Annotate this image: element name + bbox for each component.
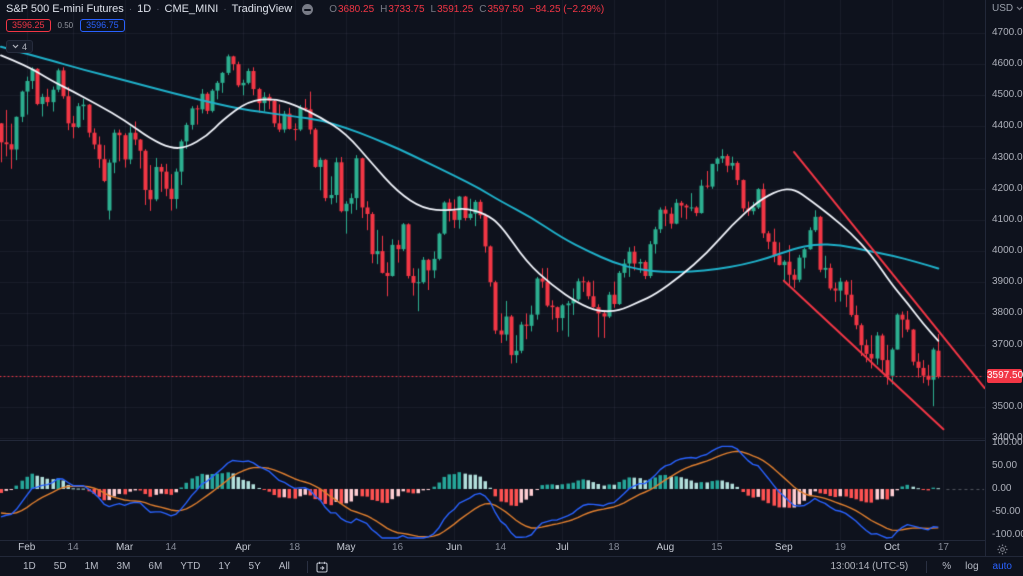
- time-axis-label: 14: [165, 542, 177, 553]
- exchange-label[interactable]: CME_MINI: [164, 3, 219, 15]
- range-button-1Y[interactable]: 1Y: [218, 561, 231, 572]
- price-axis-label: 3500.00: [992, 400, 1023, 412]
- time-axis-label: 16: [391, 542, 404, 553]
- auto-scale-button[interactable]: auto: [992, 561, 1012, 572]
- close-value: 3597.50: [487, 3, 524, 15]
- price-axis[interactable]: USD 4700.00 4600.00 4500.00 4400.00 4300.00 4…: [985, 0, 1023, 556]
- log-scale-button[interactable]: log: [965, 561, 979, 572]
- time-axis-label: 18: [608, 542, 620, 553]
- collapsed-indicators-count: 4: [22, 41, 28, 52]
- time-axis-label: Sep: [774, 542, 793, 553]
- separator-dot: ·: [128, 3, 133, 15]
- range-button-5Y[interactable]: 5Y: [248, 561, 261, 572]
- separator-dot: ·: [156, 3, 160, 15]
- time-axis-label: 15: [711, 542, 723, 553]
- sell-price-button[interactable]: 3596.25: [6, 19, 51, 32]
- price-axis-label: -100.00: [992, 529, 1023, 540]
- open-value: 3680.25: [338, 3, 375, 15]
- time-axis[interactable]: Feb 14 Mar 14 Apr 18 May 16 Jun 14 Jul 18 Aug 15 Sep 19…: [0, 541, 985, 556]
- brand-label: TradingView: [231, 3, 293, 15]
- high-value: 3733.75: [388, 3, 425, 15]
- separator-dot: ·: [223, 3, 227, 15]
- toolbar-divider: [306, 560, 308, 573]
- low-label: L: [430, 3, 437, 15]
- clock-timezone-button[interactable]: 13:00:14 (UTC-5): [830, 561, 909, 572]
- range-button-5D[interactable]: 5D: [53, 561, 67, 572]
- time-axis-label: Apr: [235, 542, 251, 553]
- time-axis-label: 14: [67, 542, 79, 553]
- market-closed-icon[interactable]: [302, 3, 314, 15]
- toolbar-right-group: 13:00:14 (UTC-5) % log auto: [820, 560, 1019, 573]
- symbol-name[interactable]: S&P 500 E-mini Futures: [6, 3, 124, 15]
- pane-separator[interactable]: [0, 440, 1023, 441]
- price-axis-label: 3900.00: [992, 276, 1023, 288]
- change-value: −84.25 (−2.29%): [529, 3, 605, 15]
- range-button-1M[interactable]: 1M: [84, 561, 99, 572]
- chevron-down-icon: [12, 44, 19, 49]
- bottom-toolbar: 1D 5D 1M 3M 6M YTD 1Y 5Y All 13:00:14 (UTC-5) % …: [0, 556, 1023, 576]
- chevron-down-icon: [1016, 6, 1023, 11]
- currency-label: USD: [992, 3, 1014, 14]
- time-axis-separator: [0, 540, 1023, 541]
- symbol-header: S&P 500 E-mini Futures · 1D · CME_MINI ·…: [6, 2, 604, 16]
- range-button-1D[interactable]: 1D: [23, 561, 36, 572]
- price-axis-label: 4100.00: [992, 213, 1023, 225]
- indicators-row: 4: [6, 36, 604, 54]
- calendar-icon: [316, 561, 328, 573]
- currency-selector[interactable]: USD: [992, 3, 1023, 14]
- time-axis-label: Oct: [884, 542, 900, 553]
- price-axis-label: 0.00: [992, 483, 1012, 494]
- bid-ask-row: 3596.25 0.50 3596.75: [6, 19, 604, 32]
- time-axis-label: 17: [937, 542, 949, 553]
- price-axis-label: 100.00: [992, 437, 1023, 448]
- high-label: H: [380, 3, 388, 15]
- price-axis-label: 3700.00: [992, 338, 1023, 350]
- chart-canvas[interactable]: [0, 0, 985, 540]
- range-button-3M[interactable]: 3M: [116, 561, 131, 572]
- price-axis-label: -50.00: [992, 506, 1021, 517]
- spread-value: 0.50: [57, 21, 74, 30]
- gear-icon[interactable]: [997, 544, 1008, 555]
- price-axis-label: 4000.00: [992, 245, 1023, 257]
- close-label: C: [479, 3, 487, 15]
- price-axis-label: 4500.00: [992, 89, 1023, 101]
- price-axis-label: 4700.00: [992, 27, 1023, 38]
- chart-legend: S&P 500 E-mini Futures · 1D · CME_MINI ·…: [6, 2, 604, 54]
- open-label: O: [329, 3, 337, 15]
- interval-label[interactable]: 1D: [137, 3, 152, 15]
- toolbar-divider: [926, 560, 928, 573]
- last-price-badge: 3597.50: [987, 369, 1023, 384]
- price-axis-label: 3800.00: [992, 307, 1023, 319]
- time-axis-label: May: [336, 542, 356, 553]
- range-button-All[interactable]: All: [278, 561, 290, 572]
- time-axis-label: 18: [288, 542, 301, 553]
- time-axis-label: Mar: [115, 542, 134, 553]
- price-axis-label: 4300.00: [992, 151, 1023, 163]
- time-axis-label: Jul: [555, 542, 569, 553]
- time-axis-label: 14: [494, 542, 507, 553]
- low-value: 3591.25: [437, 3, 474, 15]
- date-range-buttons: 1D 5D 1M 3M 6M YTD 1Y 5Y All: [14, 559, 299, 574]
- price-axis-label: 4200.00: [992, 182, 1023, 194]
- range-button-YTD[interactable]: YTD: [180, 561, 201, 572]
- price-axis-label: 4400.00: [992, 120, 1023, 132]
- price-axis-label: 4600.00: [992, 58, 1023, 70]
- time-axis-label: 19: [834, 542, 846, 553]
- time-axis-label: Jun: [446, 542, 463, 553]
- time-axis-label: Aug: [656, 542, 675, 553]
- range-button-6M[interactable]: 6M: [148, 561, 163, 572]
- collapsed-indicators-button[interactable]: 4: [6, 40, 34, 53]
- buy-price-button[interactable]: 3596.75: [80, 19, 125, 32]
- time-axis-label: Feb: [18, 542, 36, 553]
- ohlc-readout: O 3680.25 H 3733.75 L 3591.25 C 3597.50 …: [323, 4, 604, 15]
- price-axis-label: 3400.00: [992, 432, 1023, 443]
- go-to-date-button[interactable]: [316, 561, 328, 573]
- price-axis-label: 50.00: [992, 460, 1018, 471]
- percent-scale-button[interactable]: %: [942, 561, 952, 572]
